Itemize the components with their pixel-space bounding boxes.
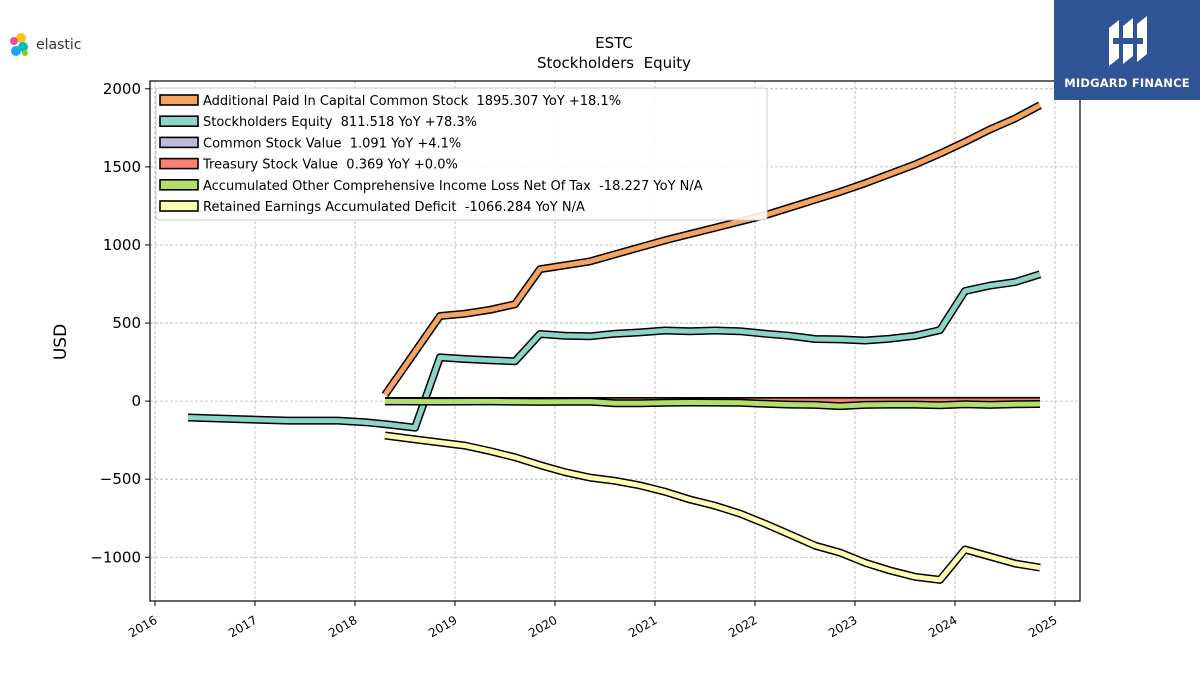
series-line-0 [381, 101, 1042, 398]
x-tick-label: 2019 [426, 613, 459, 640]
legend-swatch [159, 179, 199, 191]
x-tick-label: 2024 [926, 613, 959, 640]
legend-label: Stockholders Equity 811.518 YoY +78.3% [203, 115, 477, 130]
legend-swatch [159, 136, 199, 149]
legend-label: Retained Earnings Accumulated Deficit -1… [203, 200, 585, 215]
series-line [382, 102, 1042, 397]
x-tick-label: 2018 [326, 613, 359, 640]
x-tick-label: 2022 [726, 613, 759, 640]
series-line [384, 398, 1041, 409]
elastic-logo-text: elastic [36, 37, 82, 53]
series-line-5 [384, 431, 1041, 584]
legend-label: Common Stock Value 1.091 YoY +4.1% [203, 136, 461, 151]
y-tick-label: 500 [112, 314, 141, 332]
x-tick-label: 2017 [226, 613, 259, 640]
legend-swatch [159, 115, 199, 127]
elastic-logo-icon [10, 33, 28, 56]
legend-swatch [159, 200, 199, 212]
y-axis-ticks: 2000 1500 1000 500 0 −500 −1000 [90, 80, 150, 566]
x-tick-label: 2021 [626, 613, 659, 640]
series-line [187, 271, 1041, 431]
midgard-finance-badge: MIDGARD FINANCE [1054, 0, 1200, 100]
series-line-4 [384, 397, 1041, 411]
legend-label: Additional Paid In Capital Common Stock … [203, 94, 621, 109]
series-outline [384, 431, 1041, 584]
y-tick-label: 1500 [103, 158, 141, 176]
x-tick-label: 2025 [1026, 613, 1059, 640]
x-tick-label: 2020 [526, 613, 559, 640]
midgard-finance-logo-icon [1109, 16, 1147, 66]
midgard-finance-text: MIDGARD FINANCE [1064, 76, 1190, 90]
legend: Additional Paid In Capital Common Stock … [155, 87, 768, 221]
series-line-1 [187, 270, 1042, 432]
x-tick-label: 2016 [126, 613, 159, 640]
y-tick-label: −500 [100, 470, 141, 488]
chart-title: ESTC [595, 34, 633, 52]
chart-subtitle: Stockholders Equity [537, 54, 691, 72]
x-axis-ticks: 2016 2017 2018 2019 2020 2021 2022 2023 2024 2025 [126, 601, 1060, 640]
legend-box [155, 87, 768, 221]
y-tick-label: −1000 [90, 548, 141, 566]
elastic-logo: elastic [8, 32, 81, 58]
y-tick-label: 0 [131, 392, 141, 410]
legend-swatch [159, 157, 199, 170]
legend-label: Treasury Stock Value 0.369 YoY +0.0% [202, 158, 458, 173]
legend-swatch [159, 94, 199, 106]
y-axis-label: USD [51, 324, 71, 360]
series-line [384, 433, 1041, 583]
y-tick-label: 2000 [103, 80, 141, 98]
series-lines [187, 101, 1042, 584]
y-tick-label: 1000 [103, 236, 141, 254]
x-tick-label: 2023 [826, 613, 859, 640]
legend-label: Accumulated Other Comprehensive Income L… [203, 179, 703, 194]
plot-area-frame [149, 80, 1081, 602]
